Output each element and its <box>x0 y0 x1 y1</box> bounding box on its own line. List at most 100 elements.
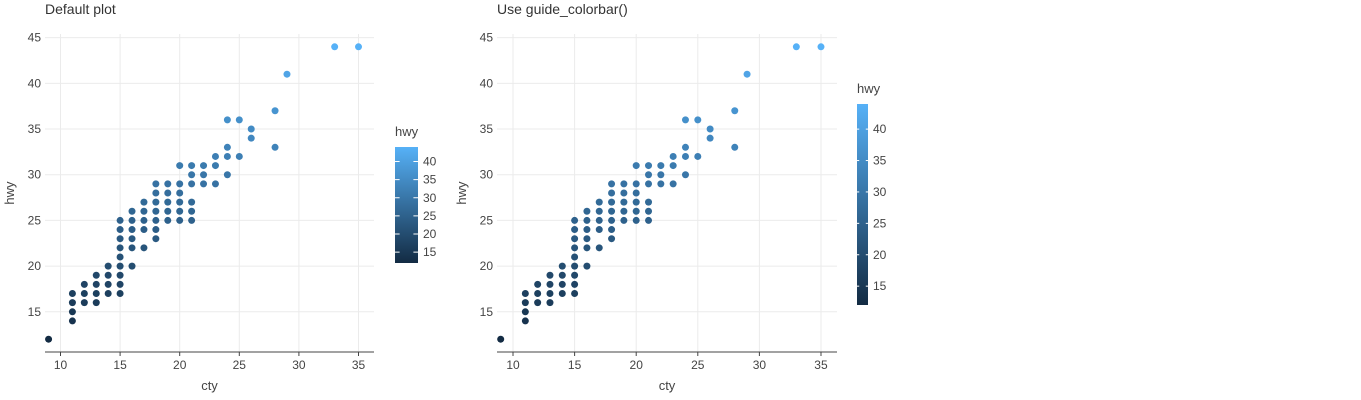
data-point <box>521 299 529 307</box>
data-point <box>164 207 172 215</box>
data-point <box>152 189 160 197</box>
data-point <box>271 143 279 151</box>
data-point <box>583 216 591 224</box>
colorbar-label: 25 <box>423 209 437 223</box>
data-point <box>632 216 640 224</box>
data-point <box>669 162 677 170</box>
data-point <box>68 317 76 325</box>
data-point <box>558 262 566 270</box>
data-point <box>128 226 136 234</box>
data-point <box>92 271 100 279</box>
data-point <box>104 271 112 279</box>
data-point <box>331 43 339 51</box>
data-point <box>140 226 148 234</box>
data-point <box>235 116 243 124</box>
data-point <box>632 162 640 170</box>
data-point <box>521 308 529 316</box>
data-point <box>223 152 231 160</box>
y-tick-label: 15 <box>480 305 494 319</box>
data-point <box>595 207 603 215</box>
data-point <box>283 70 291 78</box>
data-point <box>164 189 172 197</box>
data-point <box>223 116 231 124</box>
data-point <box>571 216 579 224</box>
data-point <box>595 244 603 252</box>
data-point <box>176 180 184 188</box>
data-point <box>645 171 653 179</box>
data-point <box>669 152 677 160</box>
data-point <box>164 180 172 188</box>
data-point <box>595 198 603 206</box>
data-point <box>657 162 665 170</box>
data-point <box>116 244 124 252</box>
data-point <box>116 253 124 261</box>
colorbar-label: 40 <box>873 122 887 136</box>
data-point <box>80 290 88 298</box>
data-point <box>164 216 172 224</box>
data-point <box>546 299 554 307</box>
y-tick-label: 15 <box>28 305 42 319</box>
data-point <box>211 152 219 160</box>
data-point <box>188 162 196 170</box>
data-point <box>116 280 124 288</box>
x-tick-label: 15 <box>113 358 127 372</box>
y-tick-label: 45 <box>28 31 42 45</box>
data-point <box>645 216 653 224</box>
data-point <box>116 262 124 270</box>
colorbar-label: 25 <box>873 216 887 230</box>
data-point <box>632 207 640 215</box>
data-point <box>188 180 196 188</box>
data-point <box>681 143 689 151</box>
legend-title: hwy <box>857 81 881 96</box>
y-tick-label: 40 <box>28 76 42 90</box>
data-point <box>200 171 208 179</box>
data-point <box>608 216 616 224</box>
colorbar <box>857 104 868 305</box>
data-point <box>271 107 279 115</box>
data-point <box>583 207 591 215</box>
data-point <box>176 162 184 170</box>
data-point <box>583 244 591 252</box>
y-tick-label: 25 <box>480 213 494 227</box>
x-tick-label: 10 <box>506 358 520 372</box>
x-axis-title: cty <box>201 378 218 393</box>
data-point <box>164 198 172 206</box>
data-point <box>152 207 160 215</box>
data-point <box>200 180 208 188</box>
data-point <box>817 43 825 51</box>
colorbar-label: 20 <box>873 248 887 262</box>
data-point <box>128 207 136 215</box>
colorbar-label: 15 <box>873 279 887 293</box>
data-point <box>608 207 616 215</box>
data-point <box>45 335 53 343</box>
data-point <box>223 143 231 151</box>
data-point <box>521 317 529 325</box>
colorbar-label: 40 <box>423 155 437 169</box>
data-point <box>620 216 628 224</box>
scatter-plot-guide-colorbar: 10 15 20 25 30 35 15 20 25 30 35 40 45 cty hwy hwy 15 20 2… <box>454 31 887 393</box>
data-point <box>152 235 160 243</box>
data-point <box>188 198 196 206</box>
data-point <box>571 226 579 234</box>
data-point <box>620 207 628 215</box>
data-point <box>645 198 653 206</box>
data-point <box>571 280 579 288</box>
x-tick-label: 20 <box>630 358 644 372</box>
data-point <box>152 198 160 206</box>
data-point <box>608 180 616 188</box>
data-point <box>534 280 542 288</box>
data-point <box>792 43 800 51</box>
data-point <box>632 180 640 188</box>
data-point <box>632 198 640 206</box>
data-point <box>521 290 529 298</box>
x-tick-label: 30 <box>292 358 306 372</box>
y-tick-label: 20 <box>480 259 494 273</box>
data-point <box>546 271 554 279</box>
data-point <box>152 226 160 234</box>
data-point <box>92 299 100 307</box>
data-point <box>620 189 628 197</box>
data-point <box>595 226 603 234</box>
y-tick-label: 35 <box>28 122 42 136</box>
colorbar-label: 15 <box>423 245 437 259</box>
scatter-plot-default: 10 15 20 25 30 35 15 20 25 30 35 40 45 cty hwy hwy 15 20 2… <box>2 31 437 393</box>
